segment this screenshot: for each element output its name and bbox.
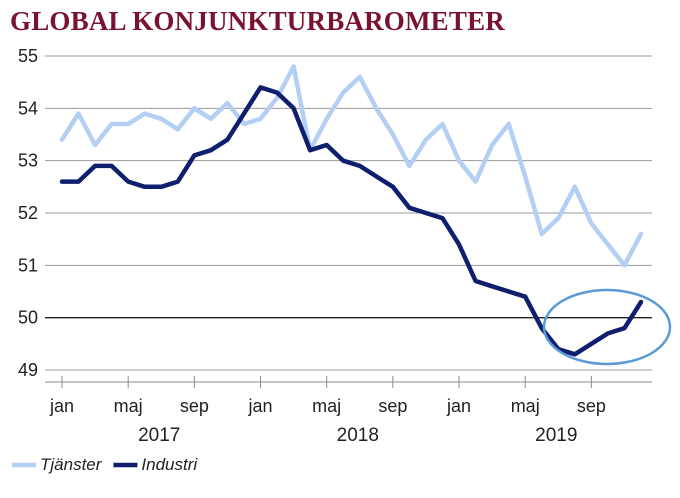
y-tick-label: 49 xyxy=(18,360,38,380)
y-tick-label: 55 xyxy=(18,46,38,66)
y-tick-label: 50 xyxy=(18,308,38,328)
x-tick-label: maj xyxy=(114,396,143,416)
y-tick-label: 52 xyxy=(18,203,38,223)
x-tick-label: jan xyxy=(446,396,471,416)
x-tick-label: maj xyxy=(312,396,341,416)
grid-lines xyxy=(45,55,652,371)
x-tick-label: maj xyxy=(511,396,540,416)
x-tick-label: jan xyxy=(49,396,74,416)
x-tick-label: sep xyxy=(378,396,407,416)
legend-label: Industri xyxy=(141,455,198,474)
x-tick-label: jan xyxy=(247,396,272,416)
x-tick-label: sep xyxy=(577,396,606,416)
x-tick-label: sep xyxy=(180,396,209,416)
highlight-ellipse xyxy=(542,288,672,366)
y-tick-label: 53 xyxy=(18,151,38,171)
legend-label: Tjänster xyxy=(40,455,103,474)
highlight-annotation xyxy=(542,288,672,366)
chart-title: GLOBAL KONJUNKTURBAROMETER xyxy=(10,6,506,36)
series-lines xyxy=(59,64,644,357)
series-line-tjanster xyxy=(59,64,644,268)
y-tick-label: 51 xyxy=(18,255,38,275)
year-label: 2017 xyxy=(138,425,180,446)
year-label: 2019 xyxy=(535,425,577,446)
year-label: 2018 xyxy=(337,425,379,446)
y-tick-labels: 49 50 51 52 53 54 55 xyxy=(18,46,38,380)
legend: Tjänster Industri xyxy=(12,455,198,474)
y-tick-label: 54 xyxy=(18,98,38,118)
